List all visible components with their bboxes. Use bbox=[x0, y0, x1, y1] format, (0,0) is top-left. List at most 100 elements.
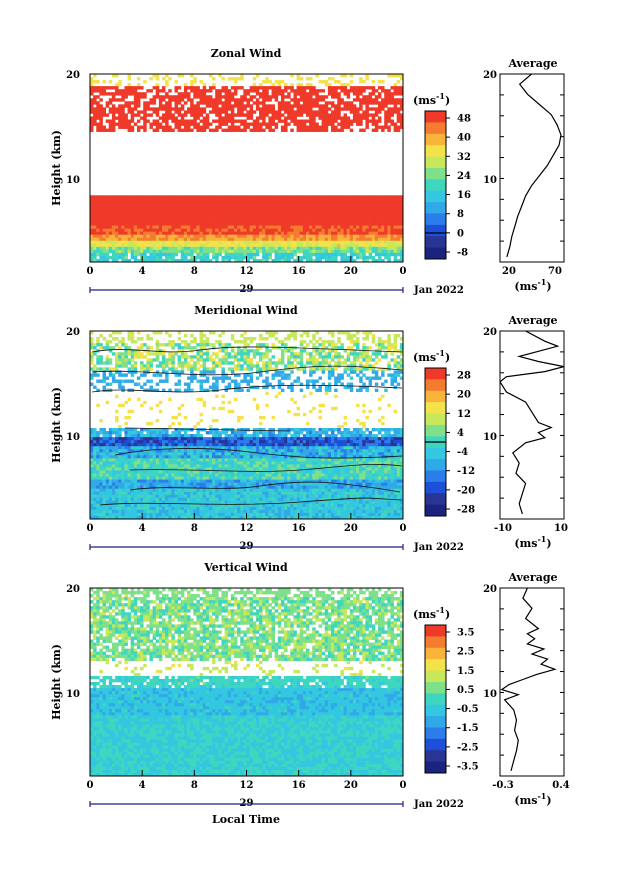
heatmap-cell bbox=[124, 258, 128, 262]
heatmap-cell bbox=[334, 246, 338, 251]
heatmap-cell bbox=[161, 201, 166, 205]
heatmap-cell bbox=[143, 440, 147, 444]
heatmap-cell bbox=[140, 234, 144, 239]
heatmap-cell bbox=[346, 216, 351, 220]
heatmap-cell bbox=[368, 92, 373, 96]
heatmap-cell bbox=[309, 195, 313, 199]
heatmap-cell bbox=[365, 415, 369, 420]
heatmap-cell bbox=[121, 385, 125, 389]
heatmap-cell bbox=[259, 198, 263, 202]
heatmap-cell bbox=[268, 104, 272, 108]
heatmap-cell bbox=[180, 346, 185, 350]
heatmap-cell bbox=[265, 367, 269, 371]
heatmap-cell bbox=[190, 252, 194, 257]
heatmap-cell bbox=[233, 437, 238, 441]
heatmap-cell bbox=[318, 367, 322, 371]
heatmap-cell bbox=[277, 198, 282, 202]
heatmap-cell bbox=[240, 355, 244, 359]
heatmap-cell bbox=[127, 195, 132, 199]
heatmap-cell bbox=[271, 219, 276, 223]
heatmap-cell bbox=[381, 213, 385, 217]
heatmap-cell bbox=[390, 198, 394, 202]
heatmap-cell bbox=[177, 240, 182, 245]
heatmap-cell bbox=[233, 255, 238, 260]
heatmap-cell bbox=[262, 440, 266, 444]
heatmap-cell bbox=[121, 219, 125, 223]
heatmap-cell bbox=[115, 237, 119, 242]
heatmap-cell bbox=[199, 364, 204, 368]
heatmap-cell bbox=[371, 219, 376, 223]
heatmap-cell bbox=[221, 379, 225, 383]
heatmap-cell bbox=[168, 201, 172, 205]
heatmap-cell bbox=[177, 216, 182, 220]
heatmap-cell bbox=[331, 231, 335, 236]
heatmap-cell bbox=[193, 340, 197, 344]
heatmap-cell bbox=[155, 222, 160, 226]
heatmap-cell bbox=[146, 440, 150, 444]
heatmap-cell bbox=[155, 225, 160, 229]
heatmap-cell bbox=[193, 116, 197, 120]
heatmap-cell bbox=[212, 98, 216, 102]
heatmap-cell bbox=[193, 346, 197, 350]
heatmap-cell bbox=[255, 237, 260, 242]
heatmap-cell bbox=[240, 428, 244, 432]
heatmap-cell bbox=[171, 364, 175, 368]
heatmap-cell bbox=[183, 346, 188, 350]
heatmap-cell bbox=[90, 198, 94, 202]
heatmap-cell bbox=[349, 388, 354, 392]
heatmap-cell bbox=[268, 349, 272, 353]
heatmap-cell bbox=[284, 249, 288, 254]
heatmap-cell bbox=[349, 249, 354, 254]
heatmap-cell bbox=[230, 201, 235, 205]
heatmap-cell bbox=[243, 352, 247, 356]
heatmap-cell bbox=[158, 222, 163, 226]
heatmap-cell bbox=[143, 255, 147, 260]
heatmap-cell bbox=[324, 95, 329, 99]
heatmap-cell bbox=[240, 216, 244, 220]
heatmap-cell bbox=[371, 98, 376, 102]
heatmap-cell bbox=[331, 237, 335, 242]
heatmap-cell bbox=[337, 195, 341, 199]
heatmap-cell bbox=[384, 437, 388, 441]
heatmap-cell bbox=[118, 358, 122, 362]
heatmap-cell bbox=[124, 428, 128, 432]
heatmap-cell bbox=[155, 343, 160, 347]
heatmap-cell bbox=[371, 216, 376, 220]
heatmap-cell bbox=[393, 252, 398, 257]
heatmap-cell bbox=[302, 216, 307, 220]
heatmap-cell bbox=[196, 437, 200, 441]
heatmap-cell bbox=[212, 440, 216, 444]
heatmap-cell bbox=[155, 382, 160, 386]
heatmap-cell bbox=[102, 379, 106, 383]
heatmap-cell bbox=[165, 195, 169, 199]
heatmap-cell bbox=[268, 252, 272, 257]
heatmap-cell bbox=[309, 101, 313, 105]
heatmap-cell bbox=[158, 379, 163, 383]
heatmap-cell bbox=[262, 246, 266, 251]
heatmap-cell bbox=[165, 249, 169, 254]
heatmap-cell bbox=[130, 243, 135, 248]
heatmap-cell bbox=[396, 440, 401, 444]
heatmap-cell bbox=[387, 343, 391, 347]
heatmap-cell bbox=[393, 228, 398, 233]
heatmap-cell bbox=[259, 355, 263, 359]
heatmap-cell bbox=[124, 228, 128, 233]
heatmap-cell bbox=[199, 437, 204, 441]
heatmap-cell bbox=[102, 107, 106, 111]
heatmap-cell bbox=[365, 104, 369, 108]
heatmap-cell bbox=[196, 349, 200, 353]
heatmap-cell bbox=[133, 355, 138, 359]
heatmap-cell bbox=[208, 440, 213, 444]
heatmap-cell bbox=[265, 231, 269, 236]
heatmap-cell bbox=[265, 110, 269, 114]
heatmap-cell bbox=[161, 113, 166, 117]
heatmap-cell bbox=[190, 376, 194, 380]
heatmap-cell bbox=[177, 201, 182, 205]
heatmap-cell bbox=[215, 258, 219, 262]
heatmap-cell bbox=[187, 198, 191, 202]
heatmap-cell bbox=[224, 92, 229, 96]
heatmap-cell bbox=[243, 231, 247, 236]
heatmap-cell bbox=[174, 219, 178, 223]
heatmap-cell bbox=[318, 231, 322, 236]
heatmap-cell bbox=[180, 216, 185, 220]
